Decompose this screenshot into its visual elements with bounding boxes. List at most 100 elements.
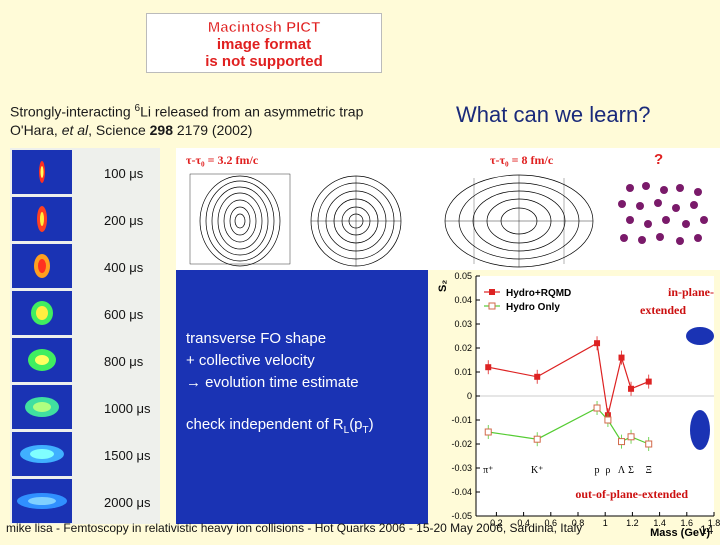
check-text: ) <box>368 416 374 433</box>
particle-label: Σ <box>628 465 634 476</box>
unknown-shape-panel: ? <box>604 148 720 270</box>
time-label: 800 μs <box>104 354 144 369</box>
x-tick-label: 1.8 <box>708 518 720 528</box>
caption-ital: et al <box>61 121 89 138</box>
cloud-frame <box>12 197 72 241</box>
legend-label: Hydro Only <box>506 302 560 313</box>
y-tick-label: 0.04 <box>454 295 472 305</box>
pict-line-3: is not supported <box>205 53 323 70</box>
check-sub: L <box>343 425 350 436</box>
caption-text: Li released from an asymmetric trap <box>140 103 364 120</box>
data-point <box>485 364 492 371</box>
check-text: (p <box>349 416 363 433</box>
particle-label: ρ <box>605 465 610 476</box>
out-of-plane-shape-icon <box>690 410 710 450</box>
x-tick-label: 1.2 <box>626 518 639 528</box>
x-axis-label: Mass (GeV) <box>650 527 710 539</box>
y-tick-label: 0.02 <box>454 343 472 353</box>
conclusion-line: transverse FO shape <box>186 330 327 347</box>
data-point <box>645 378 652 385</box>
data-point <box>618 438 626 446</box>
cloud-frame <box>12 432 72 476</box>
x-tick-label: 0.6 <box>545 518 558 528</box>
in-plane-label-2: extended <box>640 303 686 317</box>
x-tick-label: 1.4 <box>653 518 666 528</box>
y-axis-label: S₂ <box>437 280 449 292</box>
particle-label: p <box>595 465 600 476</box>
time-label: 2000 μs <box>104 495 151 510</box>
caption-sup: 6 <box>134 103 141 114</box>
cloud-frame <box>12 385 72 429</box>
particle-label: Λ <box>618 465 626 476</box>
x-tick-label: 0.2 <box>490 518 503 528</box>
in-plane-label: in-plane- <box>668 285 714 299</box>
legend-label: Hydro+RQMD <box>506 288 571 299</box>
y-tick-label: -0.02 <box>451 439 472 449</box>
caption-text: , Science <box>88 121 150 138</box>
check-sub: T <box>362 425 369 436</box>
legend-marker <box>489 289 495 295</box>
y-tick-label: -0.04 <box>451 487 472 497</box>
time-label: 600 μs <box>104 307 144 322</box>
caption-text: O'Hara, <box>10 121 62 138</box>
time-label: 1000 μs <box>104 401 151 416</box>
data-point <box>618 354 625 361</box>
experiment-caption: Strongly-interacting 6Li released from a… <box>10 100 430 139</box>
time-label: 200 μs <box>104 213 144 228</box>
cloud-frame <box>12 150 72 194</box>
data-point <box>593 404 601 412</box>
data-point <box>645 440 653 448</box>
particle-label: Ξ <box>646 465 652 476</box>
x-tick-label: 1.6 <box>681 518 694 528</box>
unsupported-image-placeholder: Macintosh PICT image format is not suppo… <box>146 13 382 73</box>
time-label: 100 μs <box>104 166 144 181</box>
caption-volume: 298 <box>149 121 173 138</box>
page-number: 14 <box>700 523 714 537</box>
y-tick-label: 0.03 <box>454 319 472 329</box>
data-point <box>594 340 601 347</box>
y-tick-label: -0.05 <box>451 511 472 521</box>
y-tick-label: -0.03 <box>451 463 472 473</box>
slide-footer: mike lisa - Femtoscopy in relativistic h… <box>6 521 582 535</box>
footer-text: mike lisa - Femtoscopy in relativistic h… <box>6 521 583 535</box>
time-label: 1500 μs <box>104 448 151 463</box>
cloud-frame <box>12 291 72 335</box>
in-plane-shape-icon <box>686 327 714 345</box>
hydro-contour-panel-early: τ-τ₀ = 3.2 fm/c <box>176 148 434 270</box>
data-point <box>533 435 541 443</box>
y-tick-label: -0.01 <box>451 415 472 425</box>
conclusion-line: + collective velocity <box>186 352 315 369</box>
data-point <box>534 373 541 380</box>
check-text: check independent of R <box>186 416 344 433</box>
conclusion-box: transverse FO shape + collective velocit… <box>176 270 428 524</box>
question-mark: ? <box>654 151 663 168</box>
x-tick-label: 0.4 <box>517 518 530 528</box>
panel-time-label: τ-τ₀ = 3.2 fm/c <box>186 153 259 167</box>
cloud-frame <box>12 479 72 523</box>
legend-marker <box>488 302 496 310</box>
x-tick-label: 0.8 <box>572 518 585 528</box>
time-label: 400 μs <box>104 260 144 275</box>
y-tick-label: 0.01 <box>454 367 472 377</box>
conclusion-line: → evolution time estimate <box>186 374 359 391</box>
data-point <box>628 385 635 392</box>
caption-text: Strongly-interacting <box>10 103 135 120</box>
y-tick-label: 0 <box>467 391 472 401</box>
panel-time-label: τ-τ₀ = 8 fm/c <box>490 153 554 167</box>
cloud-frame <box>12 338 72 382</box>
cloud-frame <box>12 244 72 288</box>
data-point <box>627 433 635 441</box>
s2-vs-mass-plot: 0.05 0.04 0.03 0.02 0.01 0 -0.01 -0.02 -0.03 -0.0… <box>428 270 720 540</box>
caption-text: 2179 (2002) <box>173 121 253 138</box>
data-point <box>604 416 612 424</box>
out-of-plane-label: out-of-plane-extended <box>575 487 688 501</box>
particle-label: K⁺ <box>531 465 544 476</box>
pict-line-1: Macintosh PICT <box>208 19 321 36</box>
slide-question: What can we learn? <box>456 102 651 127</box>
conclusion-line-check: check independent of RL(pT) <box>186 416 374 436</box>
particle-label: π⁺ <box>483 465 493 476</box>
atom-cloud-strip: 100 μs 200 μs 400 μs 600 μs 800 μs 1000 … <box>10 148 160 524</box>
x-tick-label: 1 <box>603 518 608 528</box>
pict-line-2: image format <box>217 36 311 53</box>
data-point <box>484 428 492 436</box>
